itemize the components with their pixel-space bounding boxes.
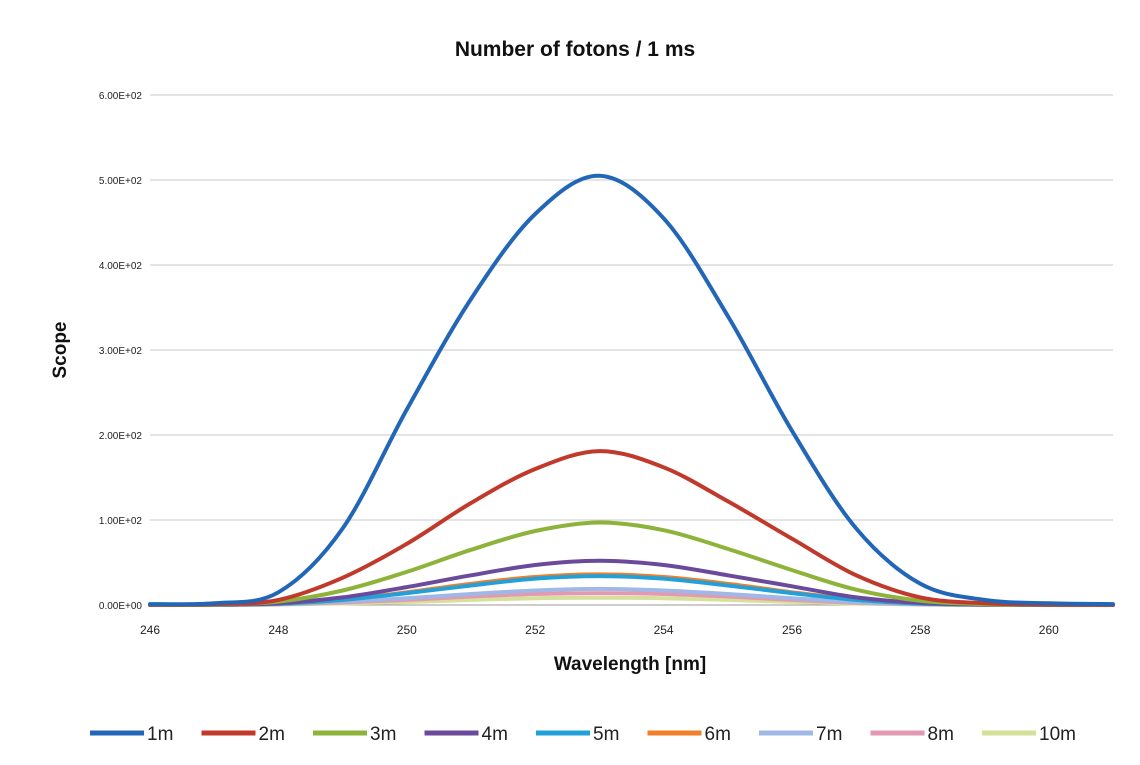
series-line-2m [148,449,1115,607]
x-tick-label: 248 [268,623,288,637]
legend-item-5m: 5m [536,724,619,745]
x-tick-label: 256 [782,623,802,637]
legend-label: 2m [259,724,285,745]
legend-label: 6m [705,724,731,745]
y-tick-label: 4.00E+02 [99,261,143,272]
x-tick-labels: 246 248 250 252 254 256 258 260 [140,623,1059,637]
series-line-1m [148,173,1115,607]
y-tick-label: 6.00E+02 [99,91,143,102]
y-tick-label: 5.00E+02 [99,176,143,187]
x-tick-label: 250 [397,623,417,637]
legend: 1m 2m 3m 4m 5m 6m 7m 8m 10m [90,724,1076,745]
chart-title: Number of fotons / 1 ms [455,38,695,61]
legend-label: 8m [928,724,954,745]
legend-label: 10m [1039,724,1076,745]
x-tick-label: 254 [654,623,674,637]
y-axis-label: Scope [50,321,71,378]
legend-item-6m: 6m [647,724,731,745]
legend-item-3m: 3m [313,724,396,745]
y-tick-label: 0.00E+00 [99,601,143,612]
legend-item-2m: 2m [201,724,285,745]
legend-item-10m: 10m [982,724,1076,745]
y-tick-label: 2.00E+02 [99,431,143,442]
x-tick-label: 258 [910,623,930,637]
x-tick-label: 260 [1039,623,1059,637]
legend-item-1m: 1m [90,724,173,745]
y-tick-labels: 0.00E+00 1.00E+02 2.00E+02 3.00E+02 4.00E+02… [99,91,143,612]
legend-item-7m: 7m [759,724,842,745]
legend-label: 7m [816,724,842,745]
gridlines [150,94,1113,606]
y-tick-label: 1.00E+02 [99,516,143,527]
legend-label: 5m [593,724,619,745]
legend-label: 3m [370,724,396,745]
x-tick-label: 252 [525,623,545,637]
y-tick-label: 3.00E+02 [99,346,143,357]
legend-item-4m: 4m [424,724,508,745]
legend-item-8m: 8m [870,724,954,745]
legend-label: 4m [482,724,508,745]
legend-label: 1m [147,724,173,745]
x-tick-label: 246 [140,623,160,637]
x-axis-label: Wavelength [nm] [554,654,706,675]
series-lines [148,173,1115,608]
